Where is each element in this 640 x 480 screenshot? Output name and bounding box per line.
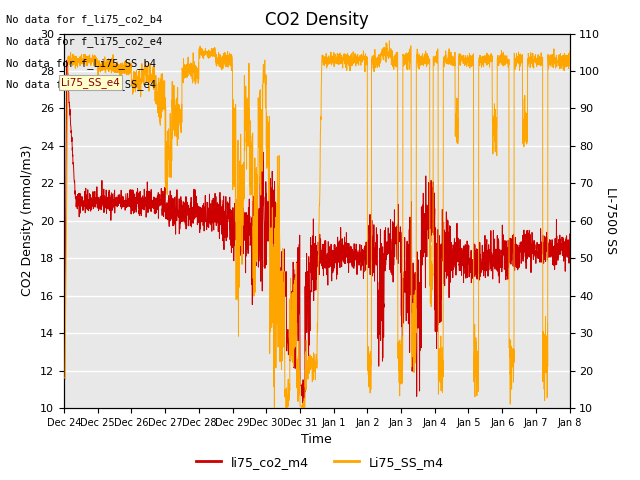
Y-axis label: LI-7500 SS: LI-7500 SS: [604, 187, 617, 254]
Text: No data for f_Li75_SS_b4: No data for f_Li75_SS_b4: [6, 58, 156, 69]
Y-axis label: CO2 Density (mmol/m3): CO2 Density (mmol/m3): [22, 145, 35, 297]
Text: Li75_SS_e4: Li75_SS_e4: [61, 77, 120, 88]
Title: CO2 Density: CO2 Density: [265, 11, 369, 29]
Text: No data for f_li75_co2_b4: No data for f_li75_co2_b4: [6, 14, 163, 25]
X-axis label: Time: Time: [301, 433, 332, 446]
Text: No data for f_li75_co2_e4: No data for f_li75_co2_e4: [6, 36, 163, 47]
Text: No data for f_Li75_SS_e4: No data for f_Li75_SS_e4: [6, 79, 156, 90]
Legend: li75_co2_m4, Li75_SS_m4: li75_co2_m4, Li75_SS_m4: [191, 451, 449, 474]
